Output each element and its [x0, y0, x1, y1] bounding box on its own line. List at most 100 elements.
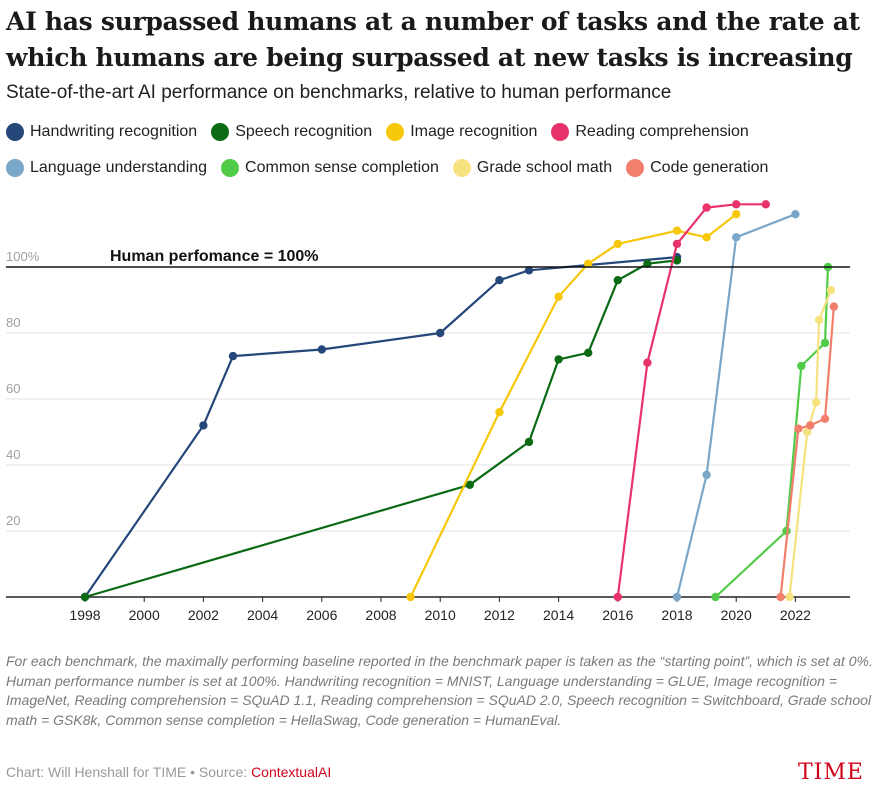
x-tick-label: 2012 [484, 607, 515, 620]
legend-label: Image recognition [410, 123, 538, 140]
legend-item-math: Grade school math [452, 159, 613, 177]
source-link[interactable]: ContextualAI [251, 764, 332, 780]
data-point [228, 351, 238, 361]
data-point [554, 355, 563, 364]
data-point [465, 480, 474, 489]
x-tick-label: 2002 [188, 607, 219, 620]
human-performance-label: Human perfomance = 100% [110, 248, 319, 265]
chart-subtitle: State-of-the-art AI performance on bench… [6, 82, 672, 103]
data-point [785, 592, 794, 602]
data-point [776, 592, 785, 602]
data-point [613, 276, 622, 285]
chart-legend: Handwriting recognition Speech recogniti… [6, 114, 886, 186]
x-tick-label: 2014 [543, 607, 574, 620]
x-tick-label: 2016 [602, 607, 633, 620]
legend-label: Grade school math [476, 159, 613, 176]
data-point [613, 239, 622, 249]
legend-label: Handwriting recognition [30, 123, 198, 140]
legend-item-language: Language understanding [6, 159, 207, 177]
legend-item-reading: Reading comprehension [551, 123, 749, 141]
y-tick-label: 60 [6, 381, 20, 396]
legend-item-code: Code generation [626, 159, 768, 177]
legend-swatch [6, 123, 24, 141]
y-tick-label: 20 [6, 513, 20, 528]
legend-swatch [386, 123, 405, 141]
series-line-2 [409, 213, 737, 598]
chart-title: AI has surpassed humans at a number of t… [6, 7, 860, 72]
data-point [80, 592, 90, 602]
legend-label: Speech recognition [235, 123, 373, 140]
series-line-3 [616, 203, 766, 598]
data-point [820, 338, 830, 348]
time-logo: TIME [798, 760, 864, 785]
credit-text: Chart: Will Henshall for TIME • Source: [6, 764, 252, 780]
data-point [803, 427, 812, 437]
data-point [826, 285, 836, 295]
line-chart: 20 40 60 80 100% 1998 2000 2002 2004 2006 2008 2010… [6, 200, 850, 620]
data-point [436, 328, 445, 338]
legend-swatch [452, 159, 471, 177]
data-point [495, 408, 504, 417]
x-tick-label: 2000 [129, 607, 160, 620]
data-point [732, 233, 741, 242]
legend-swatch [6, 159, 24, 177]
data-point [791, 210, 800, 219]
data-point [797, 361, 806, 371]
data-point [829, 302, 839, 311]
x-tick-label: 2010 [425, 607, 456, 620]
legend-swatch [221, 159, 240, 177]
legend-label: Reading comprehension [575, 123, 749, 140]
x-tick-label: 2008 [365, 607, 396, 620]
series-line-0 [84, 256, 678, 598]
legend-item-image: Image recognition [386, 123, 537, 141]
legend-item-handwriting: Handwriting recognition [6, 123, 197, 141]
series-line-1 [84, 259, 678, 599]
chart-credit: Chart: Will Henshall for TIME • Source: … [6, 764, 331, 780]
data-point [702, 203, 711, 212]
data-point [814, 315, 824, 324]
data-point [495, 276, 504, 285]
x-tick-label: 1998 [69, 607, 100, 620]
data-point [761, 200, 770, 209]
data-point [702, 470, 711, 480]
data-point [524, 437, 534, 447]
data-point [806, 421, 815, 430]
y-tick-label: 40 [6, 447, 20, 462]
data-point [643, 259, 652, 268]
data-point [199, 421, 208, 430]
legend-label: Language understanding [30, 159, 208, 176]
data-point [613, 592, 622, 602]
data-point [643, 358, 652, 367]
data-point [794, 424, 803, 433]
data-point [811, 398, 821, 407]
data-point [406, 592, 415, 602]
legend-swatch [626, 159, 645, 177]
legend-row-2: Language understanding Common sense comp… [6, 150, 886, 186]
y-tick-label: 100% [6, 249, 40, 264]
legend-item-common-sense: Common sense completion [221, 159, 439, 177]
x-tick-label: 2004 [247, 607, 278, 620]
data-point [711, 592, 720, 602]
data-point [584, 348, 593, 357]
x-tick-label: 2020 [721, 607, 752, 620]
x-tick-label: 2022 [780, 607, 811, 620]
data-point [672, 239, 682, 249]
legend-swatch [551, 123, 570, 141]
data-point [317, 345, 326, 354]
legend-label: Common sense completion [245, 159, 439, 176]
data-point [524, 266, 534, 275]
data-point [672, 256, 682, 265]
data-point [672, 592, 682, 602]
legend-row-1: Handwriting recognition Speech recogniti… [6, 114, 886, 150]
series-line-7 [779, 306, 835, 598]
legend-label: Code generation [650, 159, 769, 176]
legend-swatch [211, 123, 230, 141]
x-tick-label: 2006 [306, 607, 337, 620]
data-point [672, 226, 682, 235]
series-line-4 [675, 213, 796, 598]
y-tick-label: 80 [6, 315, 20, 330]
data-point [820, 414, 830, 423]
chart-footnote: For each benchmark, the maximally perfor… [6, 653, 873, 728]
data-point [554, 292, 563, 301]
x-tick-label: 2018 [661, 607, 692, 620]
